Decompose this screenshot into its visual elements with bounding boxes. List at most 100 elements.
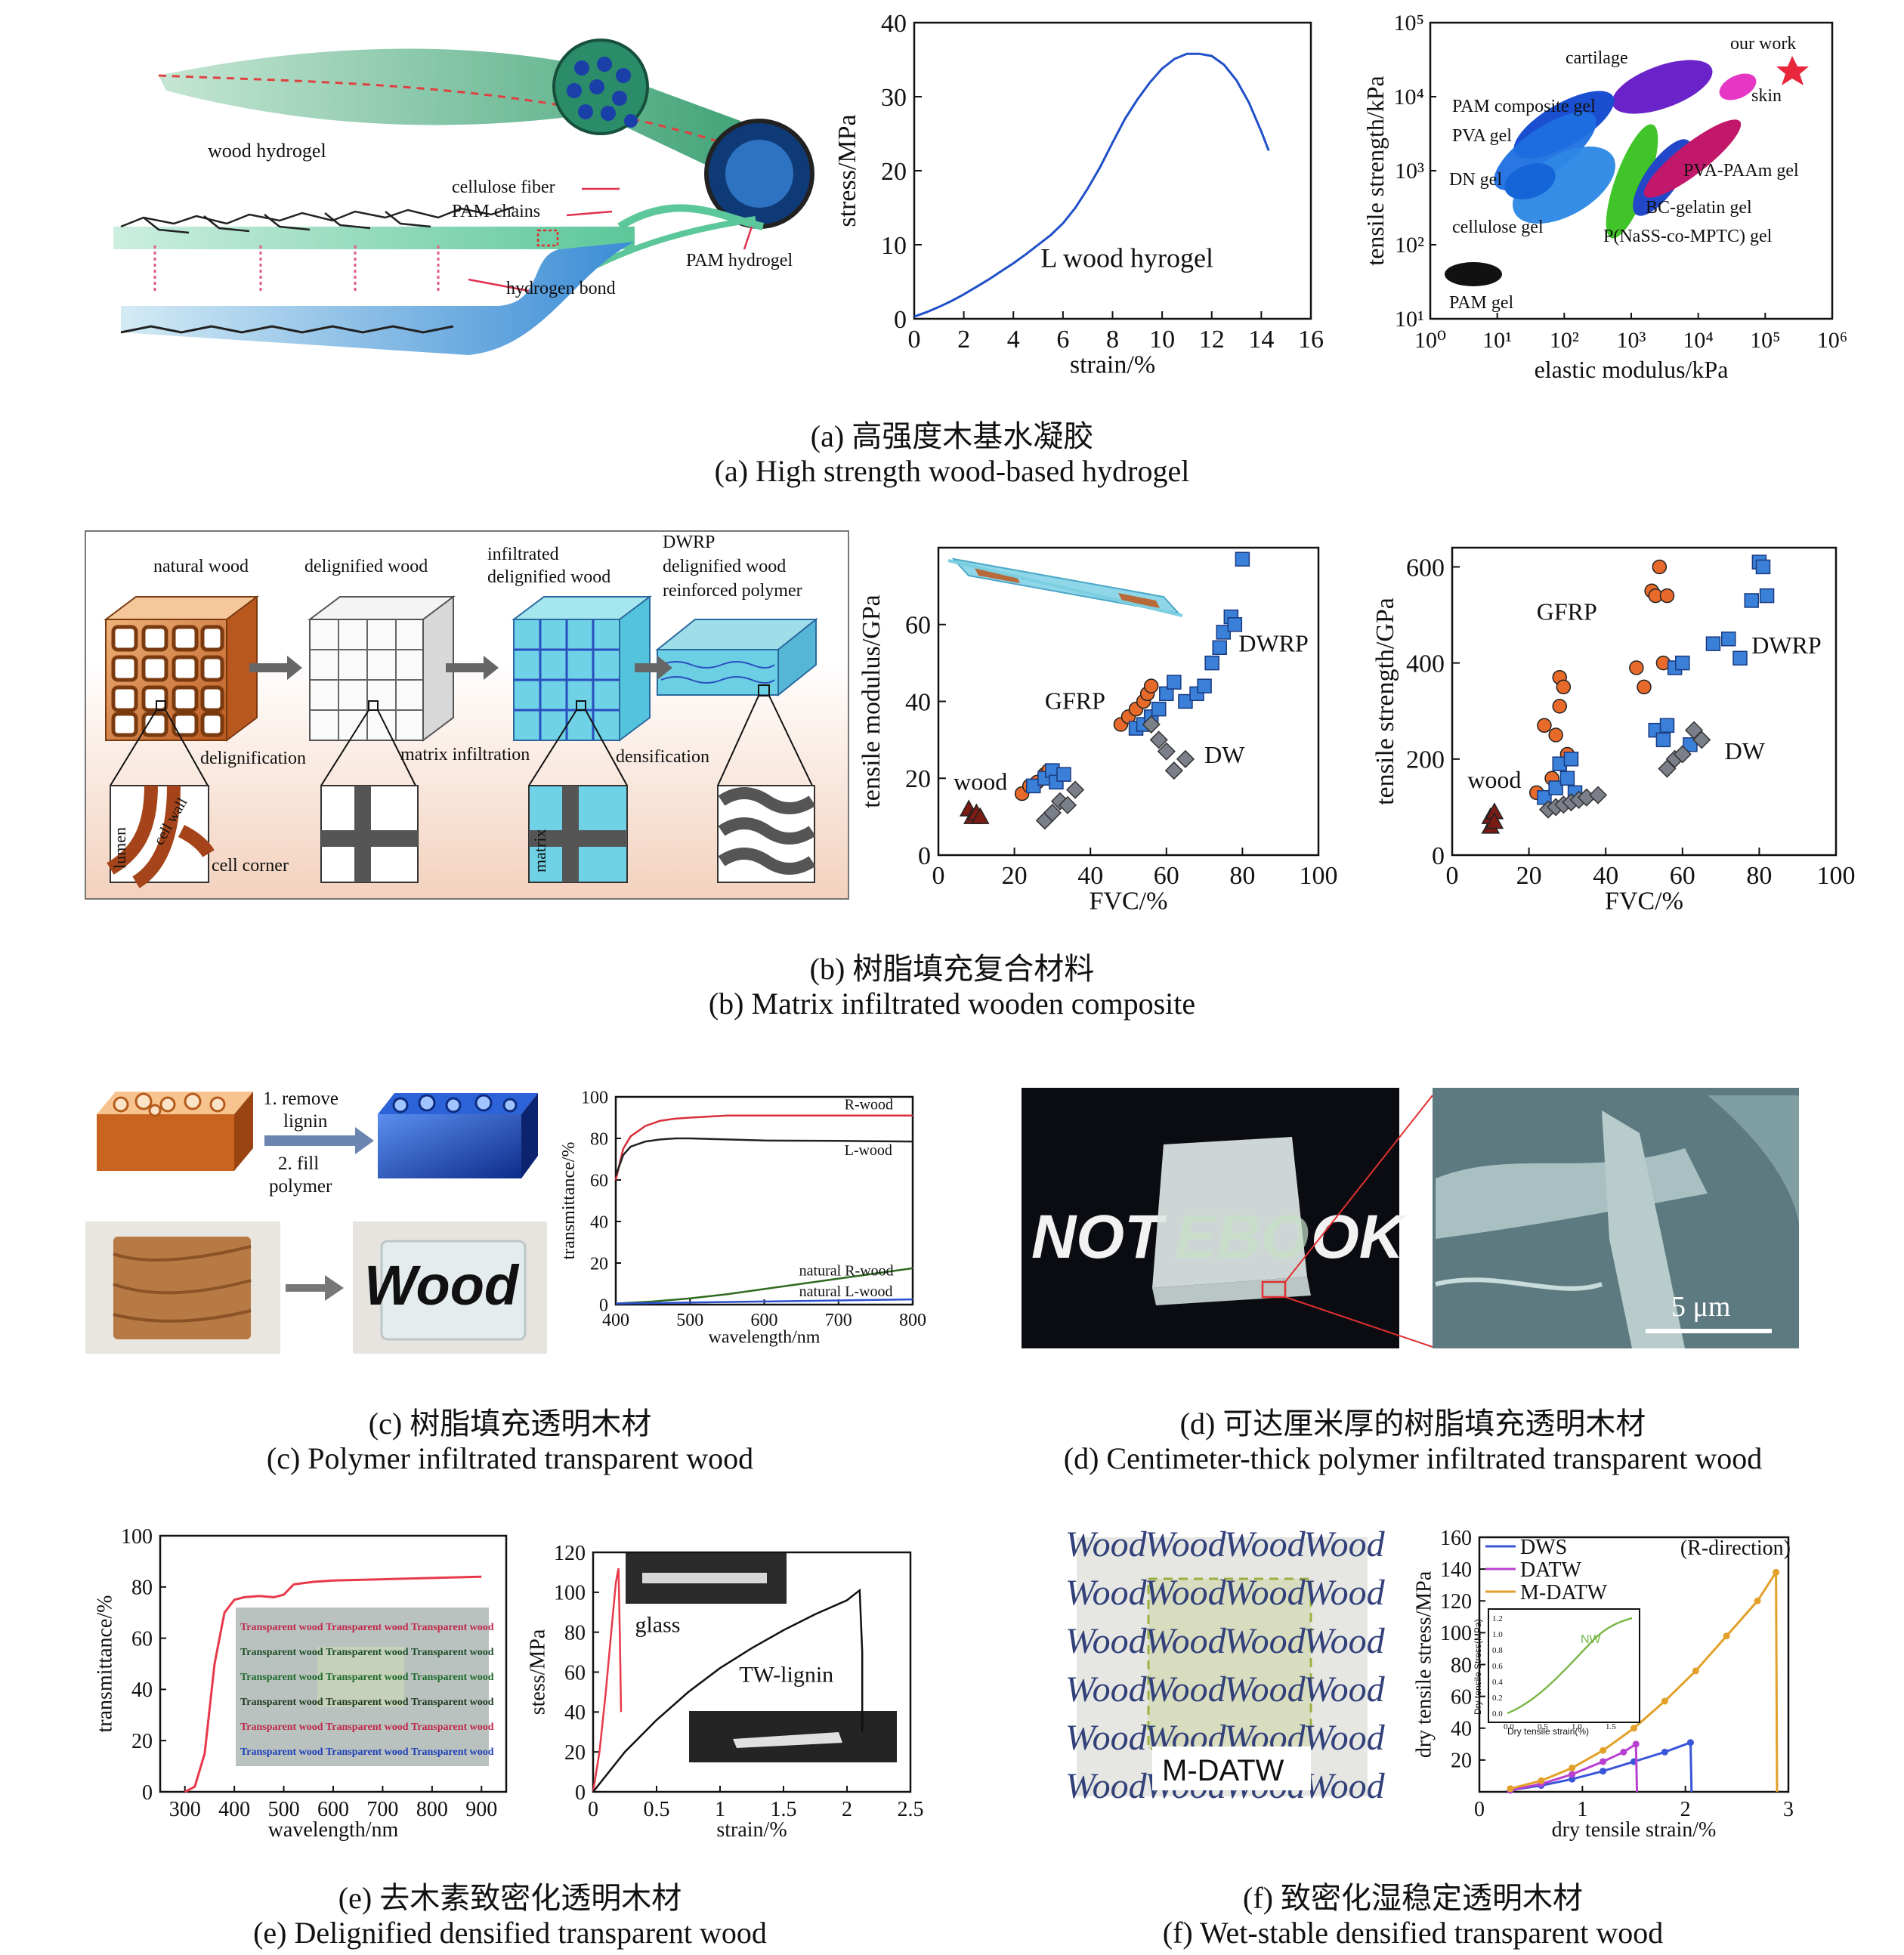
photo-word: Wood [1303,1766,1386,1806]
series-line-l-wood [614,1137,913,1176]
pam-chain-icon [120,325,454,334]
data-point [1556,679,1572,695]
label-lumen: lumen [110,827,129,869]
y-tick-label: 120 [554,1542,586,1565]
step-polymer: polymer [269,1176,332,1197]
data-point [1569,1771,1576,1778]
data-point [1485,811,1504,829]
data-point [1143,678,1159,693]
inset-y-tick: 0.0 [1492,1709,1503,1719]
process-arrow-icon [286,1275,344,1301]
x-tick-label: 0 [908,326,921,354]
chart-e2: 0 0.5 1 1.5 2 2.5 0 20 40 60 80 100 120 strain/% stess… [527,1542,924,1842]
photo-word: Wood [1145,1669,1227,1709]
caption-c-en: (c) Polymer infiltrated transparent wood [266,1441,754,1475]
x-axis-label: strain/% [716,1818,787,1842]
label-pam-chains: PAM chains [452,202,540,221]
x-tick-label: 800 [416,1798,448,1821]
our-work-label: our work [1730,34,1796,54]
series-label: wood [1467,766,1521,793]
legend-label: DWS [1520,1536,1567,1559]
photo-word: Wood [1303,1573,1386,1613]
plot-frame [1451,546,1838,857]
chart-f1: 0 1 2 3 20 40 60 80 100 120 140 160 dry tensile stra… [1413,1527,1794,1842]
x-tick-label: 400 [602,1311,629,1330]
y-tick-label: 60 [131,1627,153,1651]
data-point [1569,1775,1576,1783]
data-point [1692,730,1711,749]
y-tick-label: 80 [590,1129,608,1149]
cellulose-chain-icon [120,205,515,234]
data-point [1537,718,1552,734]
panel-a-schematic: wood hydrogel cellulose fiber PAM chains… [113,39,814,355]
series-line-natural-l-wood [615,1298,913,1305]
data-point [1686,1739,1694,1747]
y-tick-label: 120 [1440,1590,1472,1614]
photo-word: Wood [1145,1621,1227,1661]
x-tick-label: 16 [1298,326,1324,354]
inset-y-tick: 1.2 [1492,1614,1503,1623]
region-label: BC-gelatin gel [1646,198,1752,218]
y-tick-label: 80 [564,1621,586,1645]
region-cartilage [1612,60,1713,114]
data-point [1159,686,1174,702]
photo-word: Wood [1065,1573,1148,1613]
label-natural-wood: natural wood [153,557,249,576]
caption-a-cn: (a) 高强度木基水凝胶 [810,419,1094,453]
panel-e-insets: Transparent wood Transparent wood Transpar… [236,1552,897,1766]
data-point [1178,693,1193,709]
x-tick-label: 600 [317,1798,349,1821]
region-label: cartilage [1566,48,1628,68]
x-tick-label: 80 [1746,862,1772,890]
y-axis-label: stress/MPa [833,114,861,227]
y-axis-label: transmittance/% [559,1142,579,1260]
x-tick-label: 20 [1002,862,1028,890]
region-label: PAM gel [1449,293,1513,313]
panel-f-photo: WoodWoodWoodWoodWoodWoodWoodWoodWoodWood… [1065,1524,1386,1806]
x-axis-label: FVC/% [1090,887,1168,915]
m-datw-label: M-DATW [1162,1754,1284,1787]
series-label: TW-lignin [739,1663,833,1688]
x-tick-label: 300 [169,1798,201,1821]
photo-word: Wood [1065,1669,1148,1709]
x-tick-label: 60 [1154,862,1179,890]
label-delignification: delignification [200,749,306,768]
x-tick-label: 0.5 [644,1798,670,1821]
data-point [1675,655,1690,671]
data-point [1773,1568,1780,1576]
x-axis-label: wavelength/nm [709,1327,821,1347]
y-tick-label: 10¹ [1395,307,1424,332]
data-point [1673,745,1692,764]
y-tick-label: 100 [554,1582,586,1605]
chart-a1: 0 2 4 6 8 10 12 14 16 0 10 20 30 40 strain/% stress/MPa… [833,10,1324,378]
data-point [1043,803,1062,823]
data-point [1167,675,1182,690]
data-point [1652,559,1668,575]
caption-f-en: (f) Wet-stable densified transparent woo… [1162,1916,1664,1950]
data-point [1216,625,1231,640]
y-axis-label: transmittance/% [94,1595,117,1733]
data-point [1149,730,1168,749]
y-tick-label: 40 [564,1701,586,1725]
x-tick-label: 0 [1446,862,1459,890]
photo-word: Wood [1224,1669,1306,1709]
y-axis-label: stess/MPa [527,1629,550,1715]
inset-text-word: Transparent wood [240,1722,323,1733]
inset-text-word: Transparent wood [411,1747,494,1758]
photo-word: Wood [1065,1524,1148,1564]
y-tick-label: 80 [1451,1654,1472,1677]
x-tick-label: 700 [366,1798,398,1821]
step-remove: 1. remove [263,1089,338,1109]
chart-b2: 0 20 40 60 80 100 0 200 400 600 FVC/% tensile stren… [1371,546,1856,915]
zoom-insets [107,785,816,888]
step-fill: 2. fill [278,1154,319,1174]
label-cellulose-fiber: cellulose fiber [452,178,555,197]
y-axis-label: tensile strength/kPa [1362,76,1389,266]
x-tick-label: 0 [932,862,945,890]
data-point [1552,699,1567,714]
y-tick-label: 0 [142,1781,153,1805]
region-label: DN gel [1449,170,1502,190]
panel-b-schematic: natural wood delignified wood infiltrate… [85,530,849,900]
photo-word: Wood [1145,1524,1227,1564]
